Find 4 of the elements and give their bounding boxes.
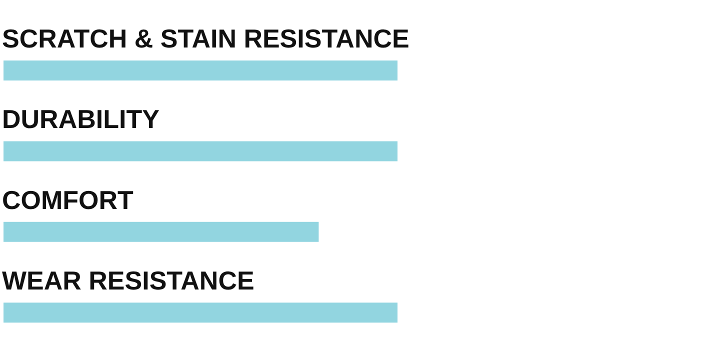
y-tick-label: SCRATCH & STAIN RESISTANCE bbox=[2, 24, 410, 54]
y-tick-label: DURABILITY bbox=[2, 104, 160, 134]
y-tick-label: COMFORT bbox=[2, 184, 134, 215]
y-tick-label: WEAR RESISTANCE bbox=[2, 266, 254, 296]
